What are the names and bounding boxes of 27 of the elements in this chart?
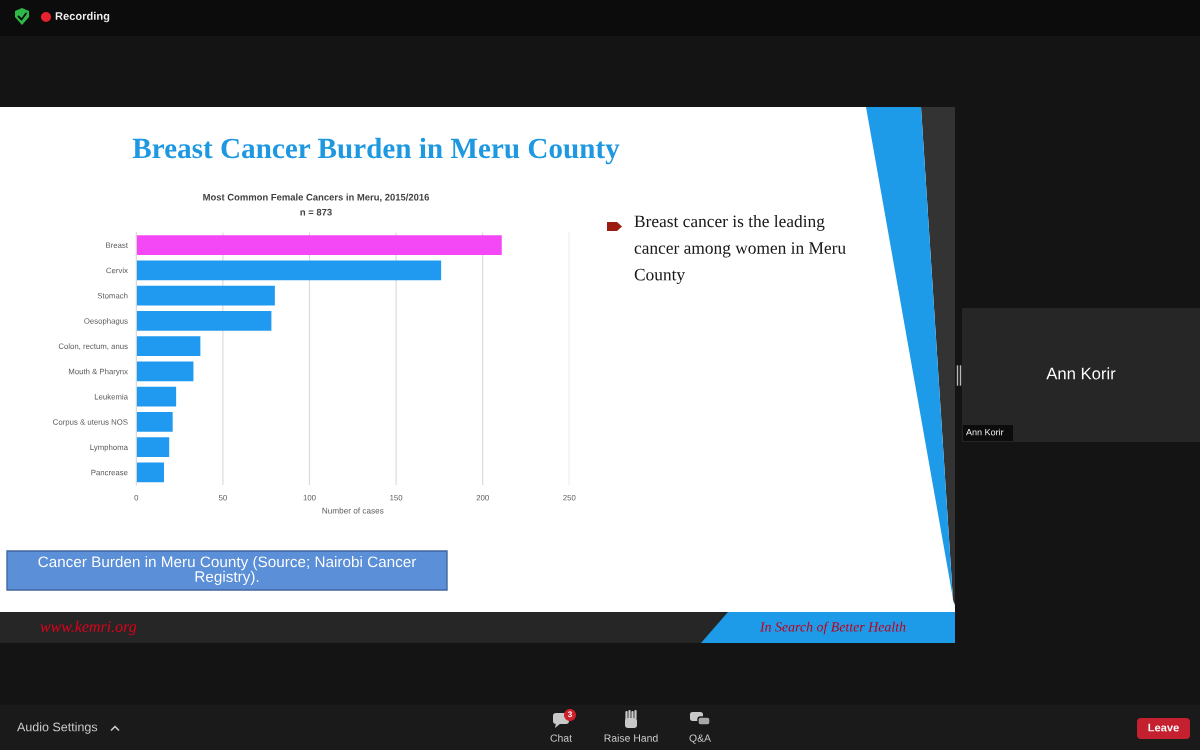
bar — [136, 336, 201, 356]
bar — [136, 260, 442, 281]
text: Leave — [1148, 723, 1179, 732]
chart-title: Most Common Female Cancers in Meru, 2015/2016 — [203, 193, 430, 202]
chart-subtitle: n = 873 — [300, 208, 332, 216]
text: Raise Hand — [604, 734, 658, 742]
bar — [136, 386, 177, 407]
bar — [136, 235, 502, 255]
text: Cancer Burden in Meru County (Source; Nairobi Cancer Registry). — [38, 555, 417, 586]
text: Breast Cancer Burden in Meru County — [132, 137, 620, 165]
text: www.kemri.org — [40, 620, 137, 636]
bar — [136, 361, 194, 382]
text: In Search of Better Health — [759, 621, 906, 635]
text: Chat — [550, 734, 572, 742]
bar — [136, 437, 170, 457]
bar — [136, 310, 272, 331]
text: Audio Settings — [17, 722, 98, 734]
text: Q&A — [689, 734, 711, 744]
bar — [136, 462, 165, 483]
text: Breast cancer is the leading cancer among women in Meru County — [634, 215, 846, 285]
text: 3 — [567, 711, 573, 718]
text: Ann Korir — [966, 428, 1004, 436]
text: Recording — [55, 11, 110, 23]
bar — [136, 412, 173, 432]
x-axis-title: Number of cases — [322, 507, 384, 514]
text: Ann Korir — [1046, 367, 1116, 380]
bar — [136, 285, 275, 306]
